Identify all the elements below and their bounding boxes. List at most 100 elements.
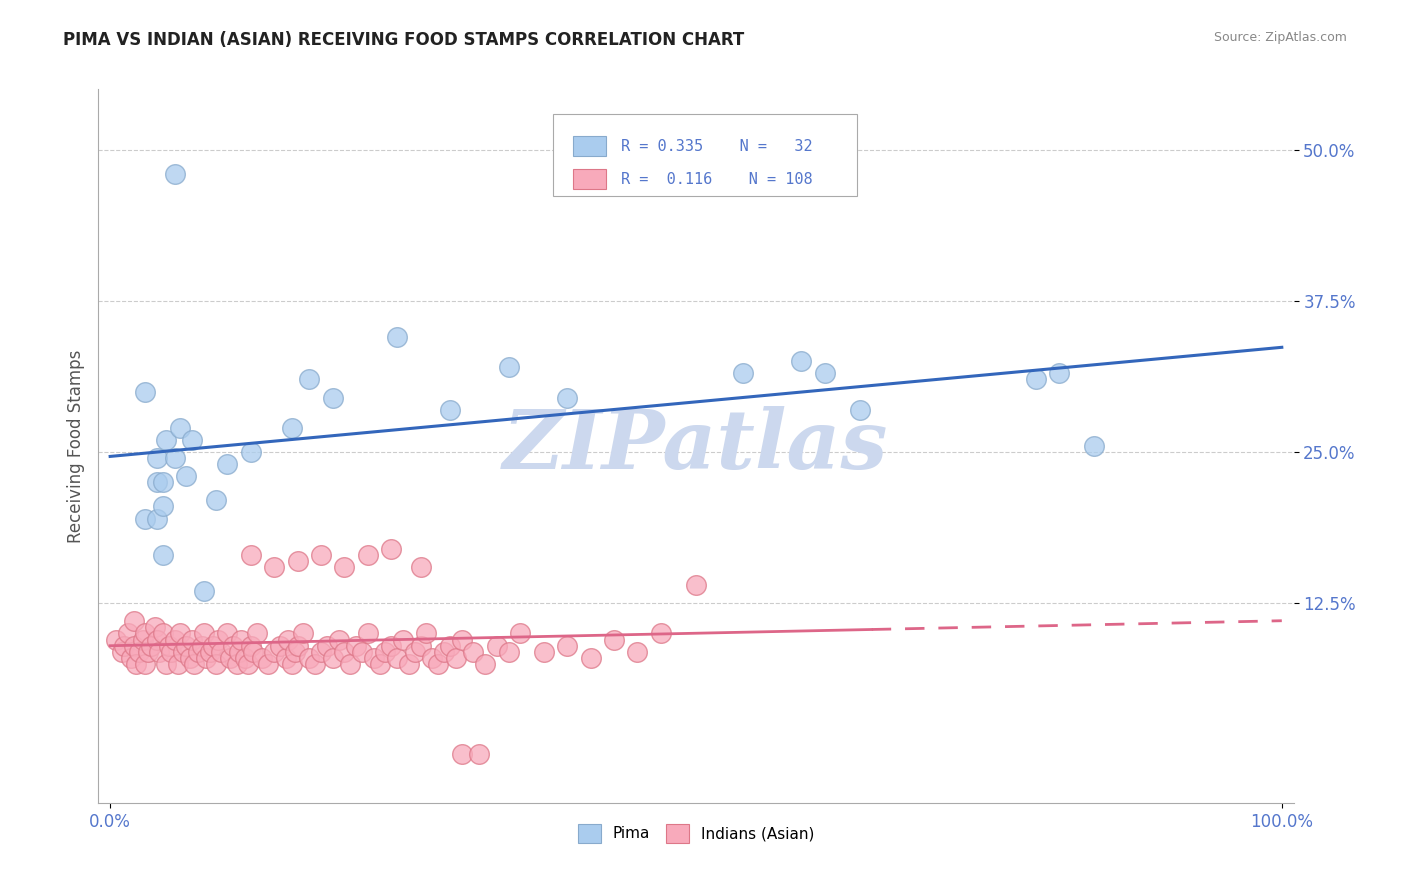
Point xyxy=(498,360,520,375)
Point xyxy=(167,657,190,671)
Point xyxy=(136,645,159,659)
Point xyxy=(160,645,183,659)
Point xyxy=(352,645,374,659)
Point xyxy=(344,639,367,653)
Point xyxy=(650,626,672,640)
Point xyxy=(555,391,578,405)
Point xyxy=(427,657,450,671)
Point xyxy=(134,657,156,671)
Point xyxy=(134,511,156,525)
Point xyxy=(287,639,309,653)
Point xyxy=(134,626,156,640)
Point xyxy=(849,402,872,417)
Point xyxy=(132,632,155,647)
Point xyxy=(211,645,233,659)
Point xyxy=(281,657,304,671)
Point xyxy=(217,457,239,471)
Point xyxy=(304,657,326,671)
Point xyxy=(269,639,291,653)
Point xyxy=(322,391,344,405)
Point xyxy=(105,632,128,647)
Point xyxy=(433,645,456,659)
Point xyxy=(217,626,239,640)
Point xyxy=(152,500,174,514)
Point xyxy=(181,433,204,447)
Point xyxy=(146,475,169,490)
Point xyxy=(228,645,250,659)
Point xyxy=(204,493,226,508)
Point xyxy=(246,626,269,640)
Point xyxy=(231,632,253,647)
Point xyxy=(333,560,356,574)
FancyBboxPatch shape xyxy=(553,114,858,196)
Point xyxy=(422,650,444,665)
Point xyxy=(385,330,409,344)
Point xyxy=(298,372,321,386)
Point xyxy=(322,650,344,665)
Point xyxy=(117,626,139,640)
Point xyxy=(309,548,332,562)
Point xyxy=(814,367,837,381)
Point xyxy=(163,632,186,647)
Point xyxy=(281,421,304,435)
Point xyxy=(298,650,321,665)
Point xyxy=(450,632,472,647)
Point xyxy=(357,626,380,640)
Point xyxy=(463,645,485,659)
Point xyxy=(380,541,402,556)
Point xyxy=(385,650,409,665)
Point xyxy=(172,645,194,659)
Point xyxy=(122,639,145,653)
Point xyxy=(141,639,163,653)
Point xyxy=(1047,367,1070,381)
Point xyxy=(174,469,197,483)
Point xyxy=(122,615,145,629)
Point xyxy=(468,747,491,762)
Point xyxy=(287,554,309,568)
Point xyxy=(152,475,174,490)
Point xyxy=(195,650,218,665)
Point xyxy=(202,639,225,653)
Point xyxy=(357,548,380,562)
Point xyxy=(392,632,415,647)
Point xyxy=(439,639,461,653)
Point xyxy=(193,584,215,599)
Point xyxy=(380,639,402,653)
Point xyxy=(790,354,813,368)
Point xyxy=(190,639,212,653)
Point xyxy=(685,578,707,592)
Point xyxy=(239,548,262,562)
Point xyxy=(157,639,180,653)
Point xyxy=(555,639,578,653)
Point xyxy=(409,560,432,574)
Point xyxy=(146,511,169,525)
Point xyxy=(155,433,177,447)
Point xyxy=(120,650,142,665)
Y-axis label: Receiving Food Stamps: Receiving Food Stamps xyxy=(66,350,84,542)
Point xyxy=(148,645,170,659)
Point xyxy=(277,632,299,647)
Text: ZIPatlas: ZIPatlas xyxy=(503,406,889,486)
Point xyxy=(263,645,285,659)
Point xyxy=(179,650,201,665)
Point xyxy=(444,650,467,665)
Point xyxy=(152,548,174,562)
Point xyxy=(603,632,626,647)
Point xyxy=(143,620,166,634)
Text: R = 0.335    N =   32: R = 0.335 N = 32 xyxy=(620,139,813,153)
Point xyxy=(257,657,280,671)
Point xyxy=(239,445,262,459)
Point xyxy=(163,167,186,181)
Point xyxy=(409,639,432,653)
Point xyxy=(207,632,229,647)
Point xyxy=(533,645,555,659)
Point xyxy=(509,626,531,640)
Point xyxy=(404,645,426,659)
Point xyxy=(474,657,496,671)
Point xyxy=(169,626,191,640)
Point xyxy=(328,632,350,647)
Point xyxy=(198,645,221,659)
Point xyxy=(1025,372,1047,386)
Text: Source: ZipAtlas.com: Source: ZipAtlas.com xyxy=(1213,31,1347,45)
Point xyxy=(274,650,297,665)
